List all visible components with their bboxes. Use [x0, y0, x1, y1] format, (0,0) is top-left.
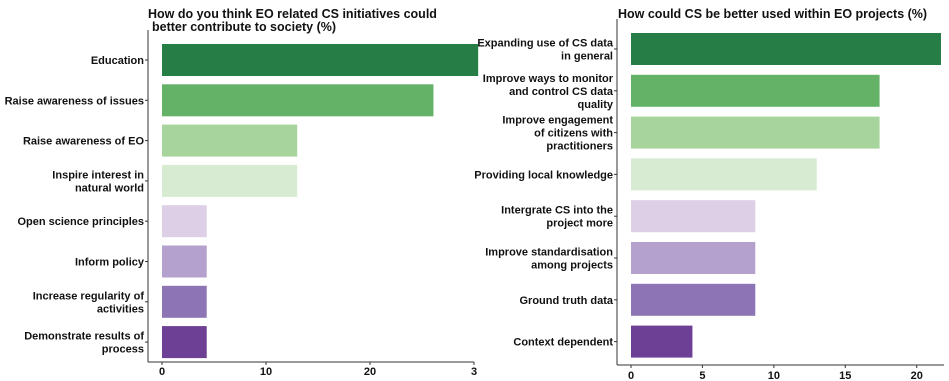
bar [631, 200, 755, 232]
bar [162, 326, 207, 358]
x-tick-label: 0 [628, 370, 634, 381]
x-tick-label: 0 [159, 366, 165, 378]
category-label: Open science principles [17, 216, 144, 228]
bar [162, 44, 478, 76]
category-label: Improve ways to monitor and control CS da… [483, 73, 614, 111]
category-label: Context dependent [513, 337, 613, 349]
bar [162, 286, 207, 318]
category-label: Increase regularity of activities [33, 290, 145, 315]
bar [162, 165, 297, 197]
bar [631, 242, 755, 274]
bar [631, 284, 755, 316]
bar [162, 125, 297, 157]
bar [162, 246, 207, 278]
x-tick-label: 10 [768, 370, 780, 381]
chart-title: How do you think EO related CS initiativ… [148, 7, 437, 34]
bar [631, 75, 880, 107]
bar [631, 33, 941, 65]
category-label: Raise awareness of issues [5, 95, 144, 107]
x-tick-label: 20 [364, 366, 376, 378]
chart-title: How could CS be better used within EO pr… [618, 7, 927, 21]
bar [631, 117, 880, 149]
bar [631, 158, 817, 190]
category-label: Improve engagement of citizens with practi… [502, 115, 613, 153]
chart-society-contribution: How do you think EO related CS initiativ… [5, 7, 479, 378]
category-label: Ground truth data [520, 295, 614, 307]
category-label: Intergrate CS into the project more [501, 205, 613, 230]
x-tick-label: 15 [839, 370, 851, 381]
x-tick-label: 10 [260, 366, 272, 378]
category-label: Demonstrate results of process [24, 331, 144, 356]
x-tick-label: 3 [471, 366, 477, 378]
category-label: Expanding use of CS data in general [477, 38, 614, 63]
chart-cs-use-in-eo: How could CS be better used within EO pr… [474, 7, 944, 381]
x-tick-label: 5 [699, 370, 705, 381]
bar [162, 205, 207, 237]
category-label: Raise awareness of EO [23, 136, 145, 148]
category-label: Education [91, 55, 144, 67]
category-label: Inspire interest in natural world [52, 169, 144, 194]
category-label: Improve standardisation among projects [485, 247, 613, 272]
category-label: Inform policy [75, 257, 145, 269]
bar [631, 326, 692, 358]
category-label: Providing local knowledge [474, 169, 613, 181]
x-tick-label: 20 [911, 370, 923, 381]
bar [162, 84, 433, 116]
